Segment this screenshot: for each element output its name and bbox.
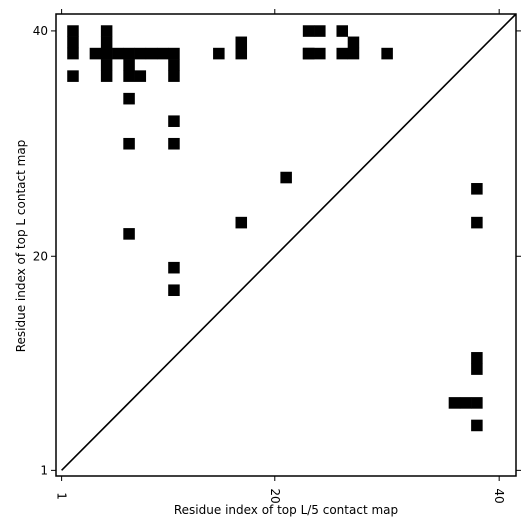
contact-cell [302, 25, 315, 37]
contact-cell [123, 47, 135, 60]
contact-cell [67, 70, 79, 82]
contact-cell [213, 47, 225, 60]
contact-cell [67, 36, 79, 49]
contact-cell [235, 47, 248, 60]
y-tick-label: 1 [40, 463, 48, 477]
contact-cell [100, 47, 113, 60]
x-tick-label: 40 [492, 488, 506, 503]
contact-cell [100, 36, 113, 49]
contact-cell [448, 397, 461, 409]
contact-cell [336, 25, 349, 37]
contact-cell [471, 352, 483, 364]
contact-cell [168, 115, 180, 127]
contact-cell [314, 47, 326, 60]
contact-cell [123, 137, 135, 150]
contact-cell [100, 59, 113, 71]
contact-cell [471, 419, 483, 432]
contact-cell [123, 228, 135, 240]
contact-cell [168, 59, 180, 71]
contact-cell [67, 47, 79, 60]
contact-cell [471, 363, 483, 375]
contact-cell [123, 70, 135, 82]
contact-cell [123, 92, 135, 105]
contact-cell [112, 47, 124, 60]
y-tick-label: 40 [33, 24, 48, 38]
y-axis-label: Residue index of top L contact map [14, 140, 28, 353]
contact-cell [89, 47, 102, 60]
contact-cell [156, 47, 169, 60]
contact-cell [145, 47, 158, 60]
contact-cell [134, 47, 147, 60]
contact-cell [381, 47, 393, 60]
contact-cell [123, 59, 135, 71]
contact-cell [100, 70, 113, 82]
contact-cell [314, 25, 326, 37]
x-axis-label: Residue index of top L/5 contact map [174, 503, 398, 517]
y-tick-label: 20 [33, 249, 48, 263]
contact-cell [168, 284, 180, 297]
contact-cell [347, 47, 360, 60]
contact-cell [67, 25, 79, 37]
contact-cell [235, 216, 248, 229]
contact-cell [336, 47, 349, 60]
contact-cell [235, 36, 248, 49]
contact-cell [168, 70, 180, 82]
contact-cell [471, 183, 483, 195]
contact-cell [459, 397, 472, 409]
contact-cell [134, 70, 147, 82]
contact-cell [471, 397, 483, 409]
x-tick-label: 1 [55, 492, 69, 500]
contact-cell [100, 25, 113, 37]
contact-cell [302, 47, 315, 60]
contact-cell [168, 47, 180, 60]
x-tick-label: 20 [268, 488, 282, 503]
diagonal-line [61, 13, 517, 471]
contact-cell [471, 216, 483, 229]
contact-cell [280, 171, 292, 184]
contact-cell [168, 137, 180, 150]
plot-frame [55, 13, 517, 477]
contact-cell [168, 261, 180, 274]
contact-cell [347, 36, 360, 49]
